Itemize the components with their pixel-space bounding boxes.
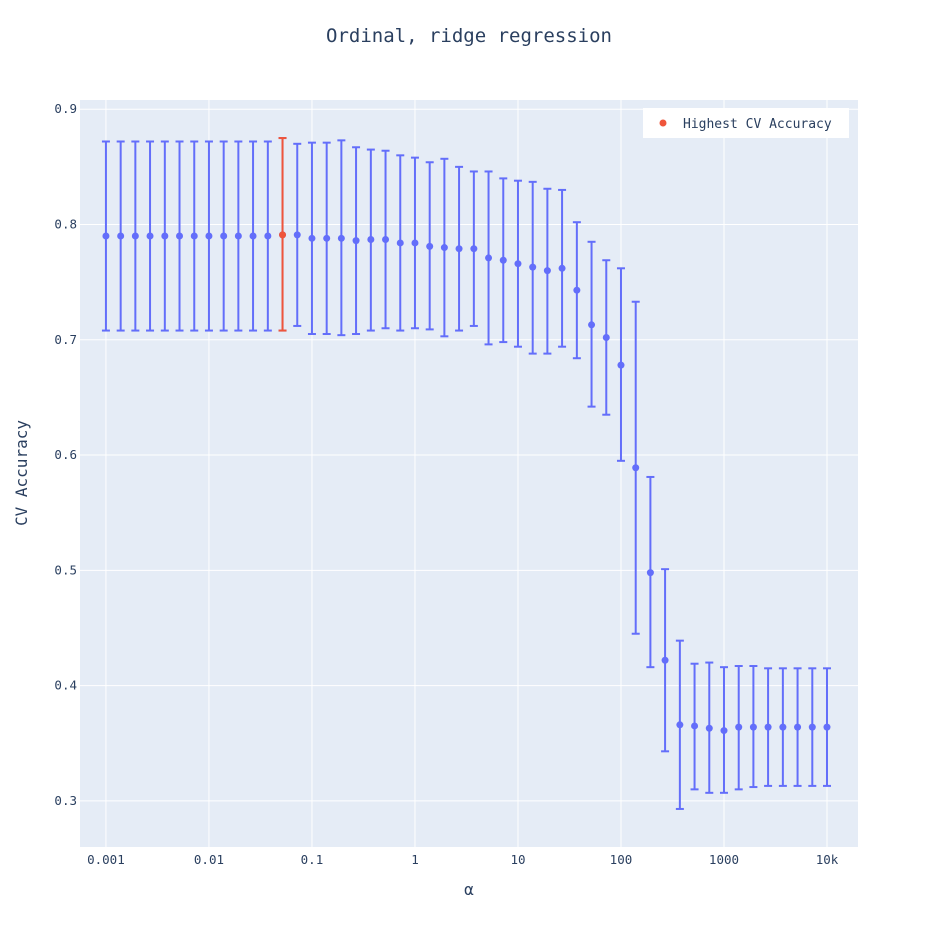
cv-accuracy-point[interactable] — [661, 656, 669, 664]
cv-accuracy-point[interactable] — [249, 232, 257, 240]
y-tick-label: 0.8 — [54, 217, 77, 232]
y-tick-label: 0.9 — [54, 101, 77, 116]
cv-accuracy-point[interactable] — [264, 232, 272, 240]
cv-accuracy-point[interactable] — [705, 724, 713, 732]
cv-accuracy-point[interactable] — [602, 333, 610, 341]
cv-accuracy-point[interactable] — [794, 723, 802, 731]
x-tick-label: 10 — [510, 852, 525, 867]
cv-accuracy-point[interactable] — [234, 232, 242, 240]
x-tick-label: 0.01 — [194, 852, 224, 867]
cv-accuracy-point[interactable] — [323, 234, 331, 242]
cv-accuracy-point[interactable] — [440, 244, 448, 252]
cv-accuracy-point[interactable] — [455, 245, 463, 253]
legend-marker-highest-cv-accuracy — [659, 119, 667, 127]
x-tick-label: 100 — [610, 852, 633, 867]
cv-accuracy-point[interactable] — [588, 321, 596, 329]
cv-accuracy-point[interactable] — [396, 239, 404, 247]
cv-accuracy-point[interactable] — [176, 232, 184, 240]
cv-accuracy-point[interactable] — [632, 464, 640, 472]
chart-title: Ordinal, ridge regression — [326, 25, 612, 47]
cv-accuracy-point[interactable] — [529, 263, 537, 271]
cv-accuracy-point[interactable] — [676, 721, 684, 729]
cv-accuracy-point[interactable] — [367, 235, 375, 243]
cv-accuracy-point[interactable] — [293, 231, 301, 239]
cv-accuracy-point[interactable] — [749, 723, 757, 731]
cv-accuracy-point[interactable] — [646, 569, 654, 577]
cv-accuracy-point[interactable] — [117, 232, 125, 240]
cv-accuracy-point[interactable] — [720, 727, 728, 735]
cv-accuracy-point[interactable] — [485, 254, 493, 262]
cv-accuracy-point[interactable] — [161, 232, 169, 240]
x-tick-label: 0.1 — [301, 852, 324, 867]
cv-accuracy-point[interactable] — [558, 264, 566, 272]
cv-accuracy-point[interactable] — [102, 232, 110, 240]
cv-accuracy-point[interactable] — [220, 232, 228, 240]
cv-accuracy-point[interactable] — [823, 723, 831, 731]
highlight-series — [278, 137, 287, 332]
cv-accuracy-point[interactable] — [617, 361, 625, 369]
cv-accuracy-point[interactable] — [382, 235, 390, 243]
cv-accuracy-point[interactable] — [499, 256, 507, 264]
y-axis-ticks: 0.3 0.4 0.5 0.6 0.7 0.8 0.9 — [54, 101, 77, 808]
cv-accuracy-point[interactable] — [470, 245, 478, 253]
cv-accuracy-point[interactable] — [543, 267, 551, 275]
legend-label-highest-cv-accuracy: Highest CV Accuracy — [683, 117, 832, 132]
cv-accuracy-point[interactable] — [337, 234, 345, 242]
highest-cv-accuracy-point[interactable] — [279, 231, 287, 239]
y-tick-label: 0.7 — [54, 332, 77, 347]
x-tick-label: 10k — [816, 852, 839, 867]
cv-accuracy-point[interactable] — [131, 232, 139, 240]
legend[interactable]: Highest CV Accuracy — [643, 108, 849, 138]
x-tick-label: 0.001 — [87, 852, 125, 867]
plot-area — [80, 100, 858, 847]
cv-accuracy-point[interactable] — [808, 723, 816, 731]
data-series — [101, 137, 831, 810]
cv-accuracy-point[interactable] — [735, 723, 743, 731]
cv-accuracy-point[interactable] — [190, 232, 198, 240]
cv-accuracy-point[interactable] — [426, 242, 434, 250]
cv-accuracy-point[interactable] — [691, 722, 699, 730]
cv-accuracy-point[interactable] — [411, 239, 419, 247]
cv-accuracy-point[interactable] — [146, 232, 154, 240]
x-tick-label: 1 — [411, 852, 419, 867]
cv-accuracy-point[interactable] — [573, 286, 581, 294]
cv-accuracy-point[interactable] — [308, 234, 316, 242]
cv-accuracy-point[interactable] — [779, 723, 787, 731]
x-tick-label: 1000 — [709, 852, 739, 867]
cv-accuracy-point[interactable] — [514, 260, 522, 268]
x-axis-ticks: 0.001 0.01 0.1 1 10 100 1000 10k — [87, 852, 839, 867]
cv-accuracy-point[interactable] — [352, 237, 360, 245]
y-tick-label: 0.6 — [54, 447, 77, 462]
cv-accuracy-point[interactable] — [764, 723, 772, 731]
x-axis-title: α — [464, 880, 474, 899]
y-tick-label: 0.3 — [54, 793, 77, 808]
y-axis-title: CV Accuracy — [12, 420, 31, 526]
legend-box — [643, 108, 849, 138]
y-tick-label: 0.5 — [54, 562, 77, 577]
cv-accuracy-point[interactable] — [205, 232, 213, 240]
y-tick-label: 0.4 — [54, 678, 77, 693]
